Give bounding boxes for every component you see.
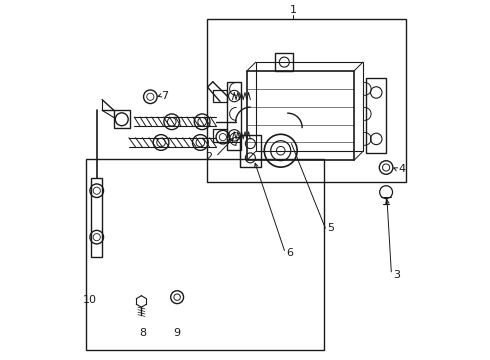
Text: 4: 4 [398,164,406,174]
Bar [213,90,227,103]
Bar [367,78,386,153]
Bar [227,82,242,150]
Text: 2: 2 [205,152,212,162]
Bar [114,111,130,128]
Bar [240,135,261,167]
Text: 8: 8 [140,328,147,338]
Text: 7: 7 [161,91,168,101]
Bar [207,19,406,182]
Text: 1: 1 [290,5,297,15]
Bar [256,62,363,152]
Text: 5: 5 [327,223,334,233]
Bar [213,129,227,142]
Text: 9: 9 [173,328,181,338]
Bar [92,178,102,257]
Text: 7: 7 [232,138,240,148]
Bar [275,53,293,71]
Text: 6: 6 [286,248,293,258]
Bar [86,158,323,350]
Text: 3: 3 [393,270,400,280]
Text: 10: 10 [83,295,97,305]
Bar [247,71,354,160]
